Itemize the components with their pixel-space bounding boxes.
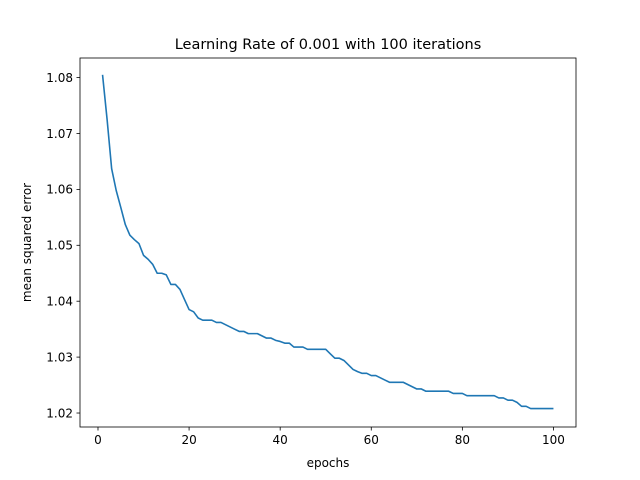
x-tick-label: 40 xyxy=(273,433,288,447)
y-tick-label: 1.07 xyxy=(46,127,73,141)
y-tick-label: 1.02 xyxy=(46,406,73,420)
y-tick-label: 1.04 xyxy=(46,295,73,309)
x-tick-label: 20 xyxy=(181,433,196,447)
y-tick-label: 1.03 xyxy=(46,350,73,364)
y-tick-label: 1.08 xyxy=(46,71,73,85)
x-axis-title: epochs xyxy=(307,456,350,470)
y-axis-title: mean squared error xyxy=(20,183,34,302)
x-tick-label: 60 xyxy=(364,433,379,447)
x-tick-label: 0 xyxy=(94,433,102,447)
axes-frame xyxy=(79,57,577,428)
x-tick-label: 80 xyxy=(455,433,470,447)
chart-title: Learning Rate of 0.001 with 100 iteratio… xyxy=(175,37,482,53)
y-tick-label: 1.06 xyxy=(46,183,73,197)
x-tick-label: 100 xyxy=(542,433,565,447)
series-line-0 xyxy=(101,74,554,410)
y-tick-label: 1.05 xyxy=(46,239,73,253)
plot-area xyxy=(101,74,554,410)
